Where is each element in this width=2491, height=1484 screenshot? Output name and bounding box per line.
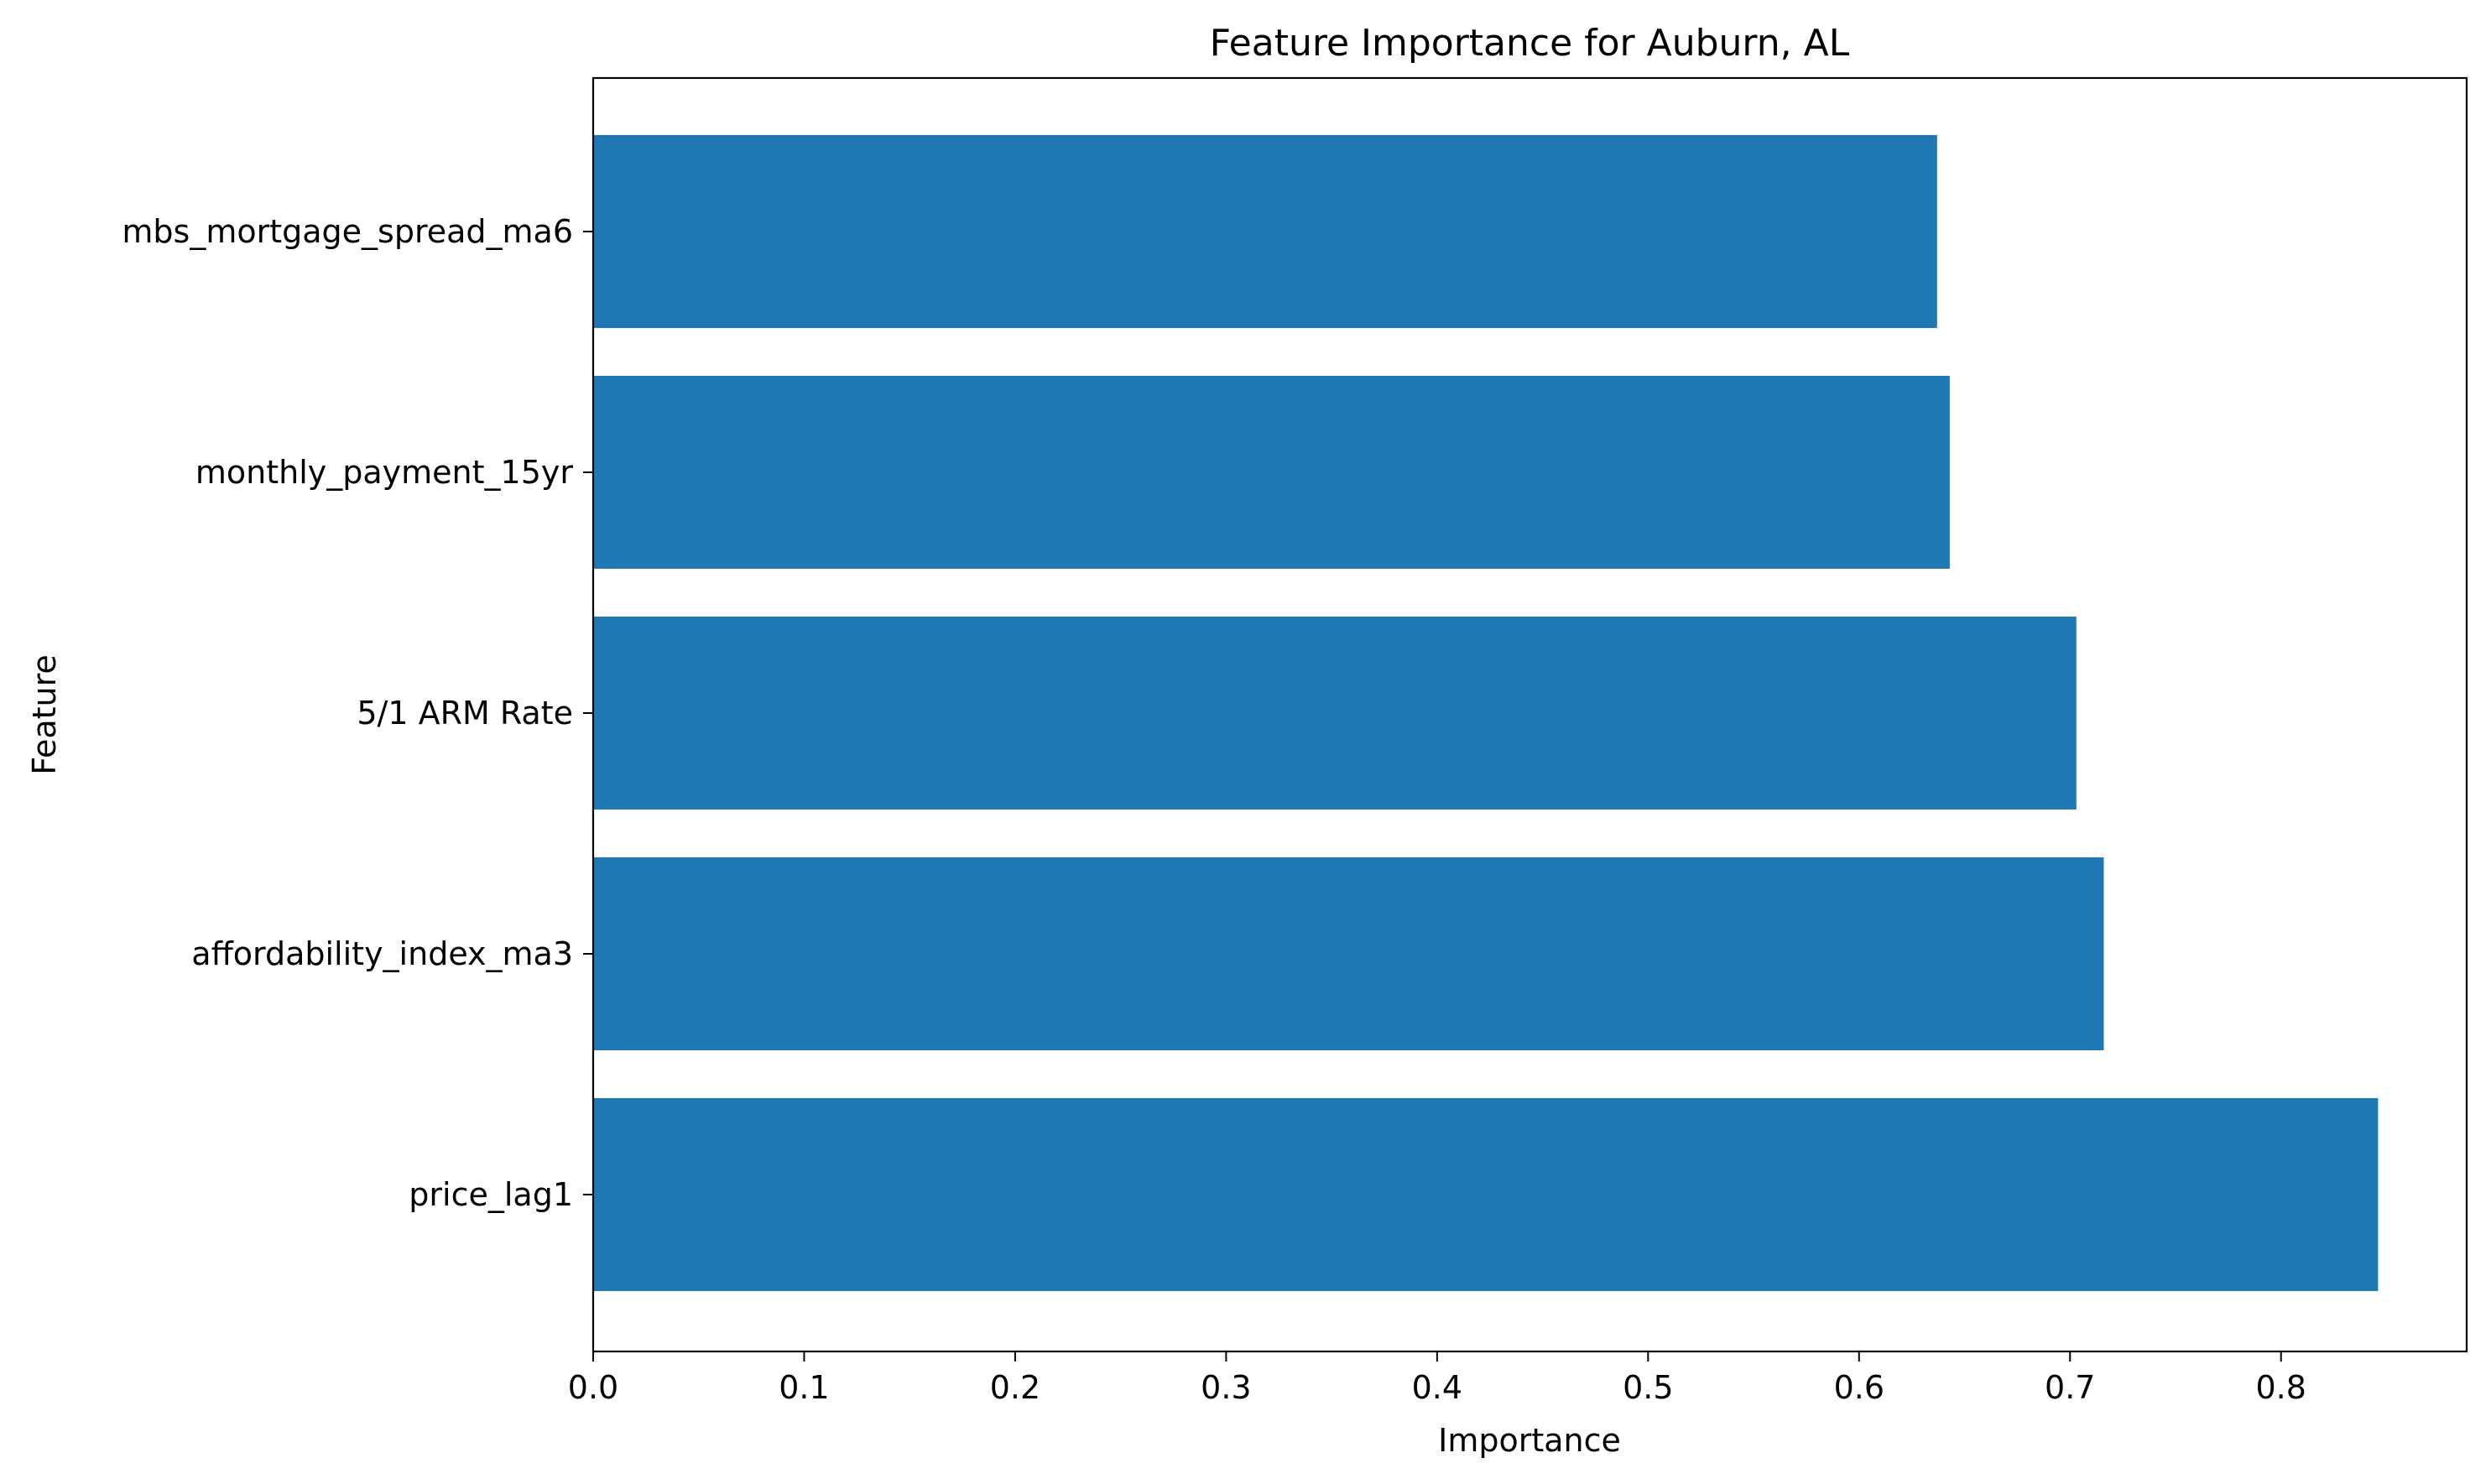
chart-title: Feature Importance for Auburn, AL xyxy=(1210,22,1850,65)
y-axis-label: Feature xyxy=(26,654,63,775)
bar-1 xyxy=(593,857,2104,1050)
x-axis-ticks: 0.0 0.1 0.2 0.3 0.4 0.5 0.6 0.7 0.8 xyxy=(568,1351,2306,1406)
bars-group xyxy=(593,135,2379,1291)
y-tick-label: mbs_mortgage_spread_ma6 xyxy=(122,213,573,250)
y-tick-label: monthly_payment_15yr xyxy=(195,454,573,491)
y-tick-label: price_lag1 xyxy=(409,1176,573,1213)
y-axis-ticks: price_lag1 affordability_index_ma3 5/1 ARM… xyxy=(122,213,593,1213)
x-tick-label: 0.8 xyxy=(2255,1369,2306,1406)
x-tick-label: 0.4 xyxy=(1412,1369,1462,1406)
x-axis-label: Importance xyxy=(1438,1422,1621,1459)
x-tick-label: 0.0 xyxy=(568,1369,618,1406)
bar-2 xyxy=(593,617,2077,810)
x-tick-label: 0.1 xyxy=(779,1369,829,1406)
bar-4 xyxy=(593,135,1937,328)
y-tick-label: 5/1 ARM Rate xyxy=(357,695,573,732)
bar-0 xyxy=(593,1098,2379,1291)
bar-3 xyxy=(593,376,1950,569)
x-tick-label: 0.3 xyxy=(1201,1369,1251,1406)
x-tick-label: 0.6 xyxy=(1834,1369,1884,1406)
x-tick-label: 0.7 xyxy=(2045,1369,2095,1406)
x-tick-label: 0.2 xyxy=(990,1369,1040,1406)
y-tick-label: affordability_index_ma3 xyxy=(191,935,573,972)
plot-frame xyxy=(591,76,2468,1353)
x-tick-label: 0.5 xyxy=(1623,1369,1673,1406)
